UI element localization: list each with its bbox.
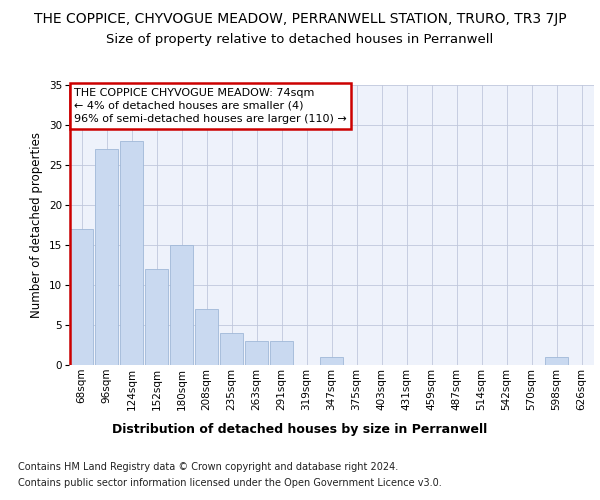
Text: THE COPPICE, CHYVOGUE MEADOW, PERRANWELL STATION, TRURO, TR3 7JP: THE COPPICE, CHYVOGUE MEADOW, PERRANWELL… [34,12,566,26]
Bar [320,357,343,365]
Text: Size of property relative to detached houses in Perranwell: Size of property relative to detached ho… [106,32,494,46]
Bar [70,229,93,365]
Text: Distribution of detached houses by size in Perranwell: Distribution of detached houses by size … [112,422,488,436]
Bar [95,149,118,365]
Bar [170,245,193,365]
Bar [220,333,243,365]
Y-axis label: Number of detached properties: Number of detached properties [30,132,43,318]
Bar [270,341,293,365]
Text: Contains public sector information licensed under the Open Government Licence v3: Contains public sector information licen… [18,478,442,488]
Bar [195,309,218,365]
Text: Contains HM Land Registry data © Crown copyright and database right 2024.: Contains HM Land Registry data © Crown c… [18,462,398,472]
Bar [145,269,168,365]
Bar [545,357,568,365]
Bar [245,341,268,365]
Bar [120,141,143,365]
Text: THE COPPICE CHYVOGUE MEADOW: 74sqm
← 4% of detached houses are smaller (4)
96% o: THE COPPICE CHYVOGUE MEADOW: 74sqm ← 4% … [74,88,347,124]
